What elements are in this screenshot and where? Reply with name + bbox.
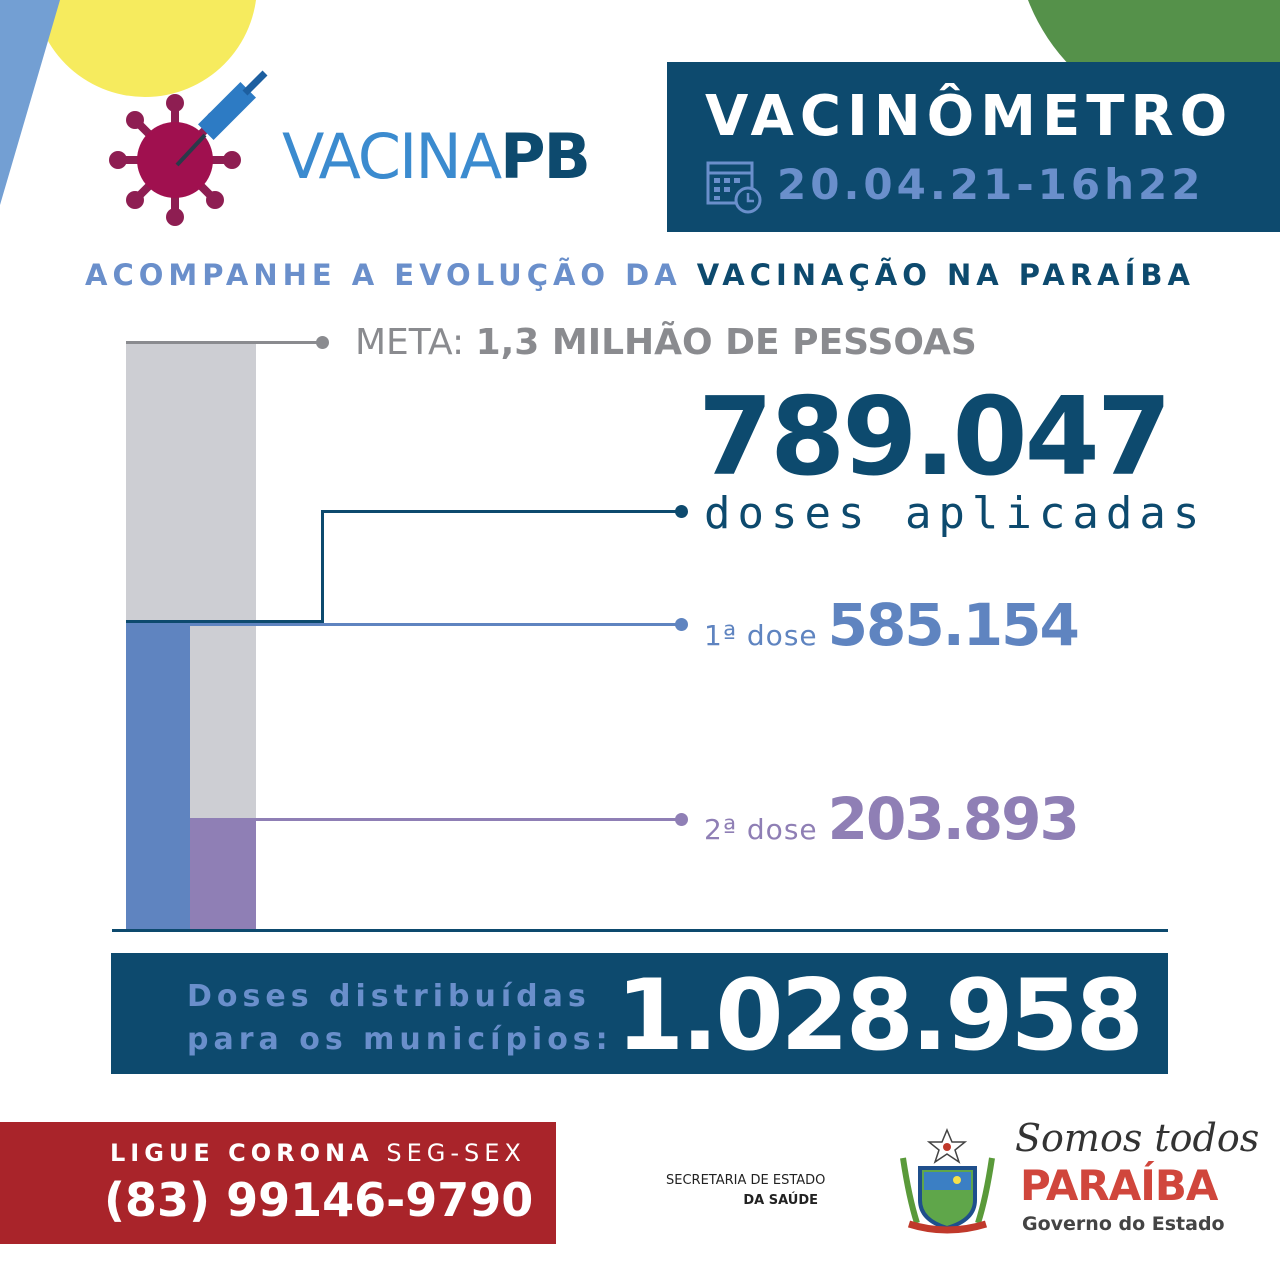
- first-dose-row: 1ª dose 585.154: [704, 591, 1080, 659]
- secretaria-logo: SECRETARIA DE ESTADO DA SAÚDE: [666, 1171, 826, 1211]
- vacinometro-header: VACINÔMETRO 20.04.21-16h22: [667, 62, 1280, 232]
- first-dose-dot: [675, 618, 688, 631]
- vacinapb-logo: VACINAPB: [282, 120, 591, 193]
- hotline-schedule: SEG-SEX: [386, 1139, 526, 1167]
- government-label: Governo do Estado: [1022, 1213, 1225, 1235]
- second-dose-dot: [675, 813, 688, 826]
- subtitle-part2: VACINAÇÃO NA PARAÍBA: [696, 258, 1195, 292]
- header-title: VACINÔMETRO: [705, 84, 1234, 149]
- total-doses-value: 789.047: [698, 375, 1172, 500]
- logo-prefix: VACINA: [282, 120, 502, 193]
- goal-connector: [126, 341, 322, 344]
- state-coat-of-arms-icon: [900, 1128, 995, 1234]
- hotline-name: LIGUE CORONA: [110, 1139, 374, 1167]
- distributed-box: Doses distribuídas para os municípios: 1.…: [111, 953, 1168, 1074]
- subtitle: ACOMPANHE A EVOLUÇÃO DA VACINAÇÃO NA PAR…: [0, 258, 1280, 292]
- distributed-value: 1.028.958: [616, 959, 1144, 1073]
- total-doses-label: doses aplicadas: [704, 488, 1207, 539]
- header-datetime: 20.04.21-16h22: [777, 160, 1205, 209]
- logo-suffix: PB: [500, 120, 591, 193]
- total-dot: [675, 505, 688, 518]
- hotline-box: LIGUE CORONA SEG-SEX (83) 99146-9790: [0, 1122, 556, 1244]
- virus-syringe-icon: [109, 70, 268, 226]
- state-name: PARAÍBA: [1020, 1161, 1218, 1210]
- goal-dot: [316, 336, 329, 349]
- baseline: [112, 929, 1168, 932]
- first-dose-value: 585.154: [827, 591, 1080, 659]
- goal-value: 1,3 MILHÃO DE PESSOAS: [475, 322, 977, 363]
- hotline-phone[interactable]: (83) 99146-9790: [104, 1173, 534, 1227]
- calendar-clock-icon: [706, 161, 762, 214]
- hotline-label: LIGUE CORONA SEG-SEX: [110, 1138, 526, 1168]
- first-dose-label: 1ª dose: [704, 619, 818, 652]
- total-connector: [126, 620, 324, 623]
- subtitle-part1: ACOMPANHE A EVOLUÇÃO DA: [85, 258, 697, 292]
- secretaria-line1: SECRETARIA DE ESTADO: [666, 1173, 826, 1188]
- distributed-label-line1: Doses distribuídas: [187, 979, 591, 1014]
- distributed-label: Doses distribuídas para os municípios:: [187, 975, 613, 1061]
- first-dose-bar: [126, 622, 190, 929]
- goal-prefix: META:: [355, 322, 476, 363]
- second-dose-label: 2ª dose: [704, 813, 818, 846]
- first-dose-connector: [190, 623, 680, 626]
- second-dose-bar: [190, 818, 256, 929]
- slogan: Somos todos: [1015, 1116, 1260, 1160]
- second-dose-value: 203.893: [827, 785, 1080, 853]
- goal-label: META: 1,3 MILHÃO DE PESSOAS: [355, 322, 977, 363]
- secretaria-line2: DA SAÚDE: [743, 1193, 818, 1208]
- second-dose-connector: [256, 818, 680, 821]
- second-dose-row: 2ª dose 203.893: [704, 785, 1080, 853]
- total-connector-horizontal: [321, 510, 681, 513]
- distributed-label-line2: para os municípios:: [187, 1022, 613, 1057]
- total-connector-vertical: [321, 510, 324, 623]
